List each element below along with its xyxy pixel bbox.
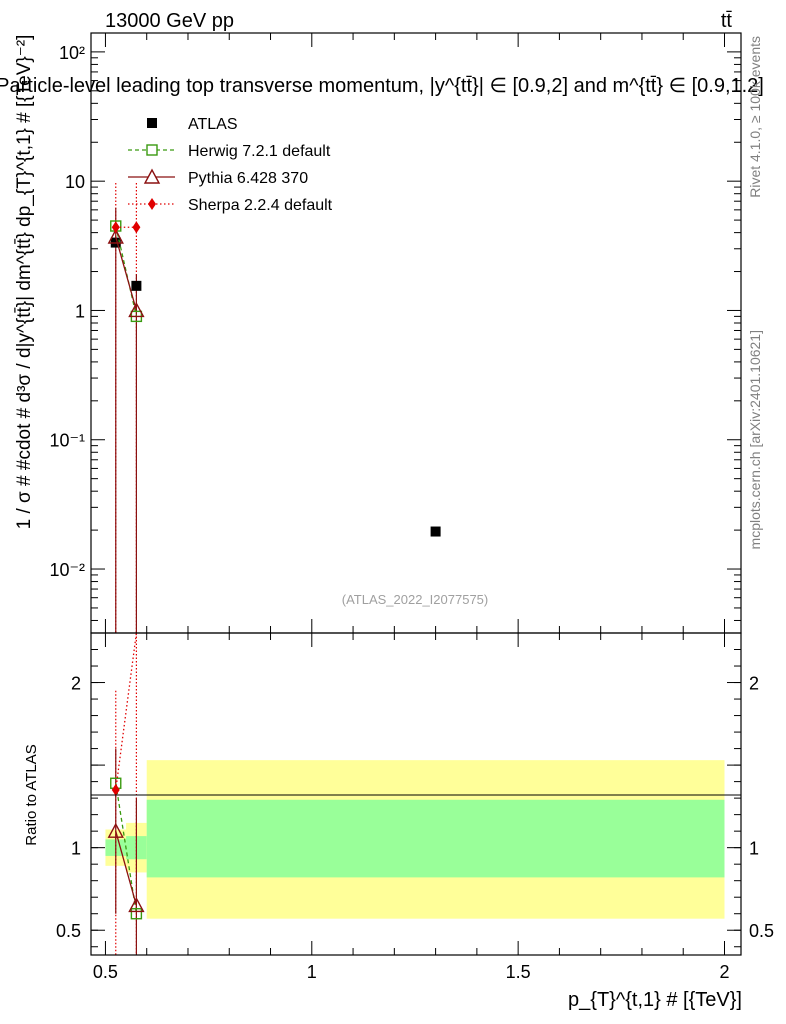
main-y-tick-label: 10⁻¹ (49, 431, 85, 451)
legend-label-sherpa: Sherpa 2.2.4 default (188, 197, 333, 214)
x-tick-label: 1 (307, 962, 317, 982)
main-series-line-1 (115, 225, 138, 317)
ratio-y-tick-label-right: 1 (749, 839, 759, 859)
ratio-uncertainty-bands (105, 760, 725, 919)
ratio-point-2-0 (111, 783, 120, 796)
x-tick-label: 2 (719, 962, 729, 982)
ratio-y-tick-label-left: 1 (71, 839, 81, 859)
side-label-mcplots: mcplots.cern.ch [arXiv:2401.10621] (747, 330, 763, 549)
main-y-tick-label: 1 (75, 301, 85, 321)
watermark: (ATLAS_2022_I2077575) (342, 592, 488, 607)
plot-title: Particle-level leading top transverse mo… (0, 75, 764, 97)
process-label: tt̄ (721, 10, 733, 32)
legend-entry-herwig: Herwig 7.2.1 default (128, 143, 331, 160)
ratio-y-tick-label-left: 0.5 (56, 921, 81, 941)
axis-ticks: 10² 10 1 10⁻¹ 10⁻² 0.5 1 1.5 2 2 2 1 1 0.5 0.5 (49, 33, 774, 982)
legend-marker-atlas (147, 118, 157, 128)
main-y-axis-label: 1 / σ # #cdot # d³σ / d|y^{tt̄}| dm^{tt̄… (14, 35, 35, 530)
ratio-point-1-1 (128, 896, 145, 913)
main-series-line-2 (115, 236, 138, 311)
ratio-point-0-1 (130, 908, 143, 920)
main-y-tick-label: 10 (65, 172, 85, 192)
ratio-series-line-2 (115, 632, 138, 790)
main-point-0-2 (430, 526, 441, 537)
main-y-tick-label: 10² (59, 43, 85, 63)
legend-entry-pythia: Pythia 6.428 370 (128, 168, 308, 187)
ratio-point-1-0 (107, 822, 124, 838)
legend-marker-pythia (143, 168, 161, 184)
main-point-3-1 (132, 221, 141, 234)
main-point-2-0 (107, 228, 124, 244)
ratio-band-inner-2 (146, 799, 725, 878)
legend-label-pythia: Pythia 6.428 370 (188, 170, 308, 187)
main-point-2-1 (128, 301, 145, 318)
main-point-0-1 (131, 280, 142, 291)
ratio-plot-frame (90, 632, 742, 956)
x-tick-label: 0.5 (93, 962, 118, 982)
legend-marker-herwig (146, 144, 158, 156)
legend-label-herwig: Herwig 7.2.1 default (188, 143, 331, 160)
ratio-y-tick-label-right: 0.5 (749, 921, 774, 941)
legend: ATLAS Herwig 7.2.1 default Pythia 6.428 … (128, 116, 333, 214)
data-series (107, 183, 441, 955)
ratio-series-line-1 (115, 830, 138, 906)
side-label-rivet: Rivet 4.1.0, ≥ 100k events (747, 36, 763, 198)
x-axis-label: p_{T}^{t,1} # [{TeV}] (568, 989, 742, 1011)
x-tick-label: 1.5 (506, 962, 531, 982)
ratio-y-axis-label: Ratio to ATLAS (23, 744, 40, 845)
ratio-y-tick-label-right: 2 (749, 674, 759, 694)
legend-entry-atlas: ATLAS (147, 116, 238, 133)
legend-marker-sherpa (148, 198, 156, 210)
legend-label-atlas: ATLAS (188, 116, 238, 133)
main-point-3-0 (111, 221, 120, 234)
ratio-series-line-0 (115, 783, 138, 914)
legend-entry-sherpa: Sherpa 2.2.4 default (128, 197, 333, 214)
main-y-tick-label: 10⁻² (49, 560, 85, 580)
ratio-y-tick-label-left: 2 (71, 674, 81, 694)
energy-label: 13000 GeV pp (105, 10, 234, 32)
